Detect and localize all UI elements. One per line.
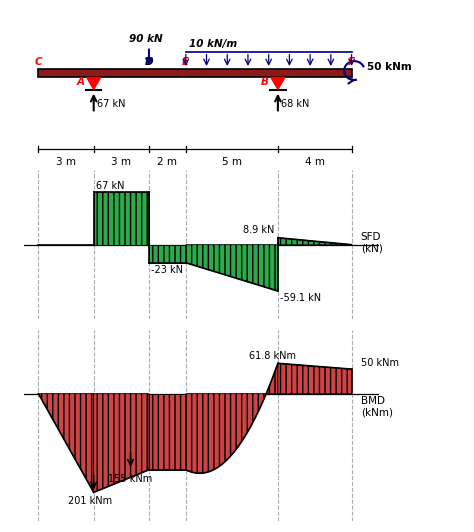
Polygon shape [186, 363, 278, 473]
Polygon shape [186, 245, 278, 291]
Text: E: E [182, 57, 189, 68]
Text: 61.8 kNm: 61.8 kNm [249, 351, 296, 361]
Text: 67 kN: 67 kN [97, 99, 126, 109]
Polygon shape [94, 192, 149, 245]
Text: 155 kNm: 155 kNm [109, 473, 153, 484]
Text: 3 m: 3 m [111, 157, 131, 167]
Text: 201 kNm: 201 kNm [68, 496, 112, 506]
Polygon shape [149, 394, 186, 470]
Text: 67 kN: 67 kN [96, 181, 125, 190]
Polygon shape [94, 394, 149, 493]
Text: B: B [261, 77, 269, 87]
Polygon shape [87, 78, 100, 89]
Text: 8.9 kN: 8.9 kN [243, 226, 274, 235]
Polygon shape [149, 245, 186, 263]
Text: 5 m: 5 m [222, 157, 242, 167]
Text: 3 m: 3 m [56, 157, 76, 167]
Polygon shape [278, 238, 352, 245]
Polygon shape [38, 394, 94, 493]
FancyBboxPatch shape [38, 69, 352, 78]
Text: 50 kNm: 50 kNm [367, 62, 412, 72]
Text: C: C [35, 57, 42, 68]
Text: 68 kN: 68 kN [281, 99, 310, 109]
Text: 2 m: 2 m [157, 157, 177, 167]
Polygon shape [278, 363, 352, 394]
Text: BMD
(kNm): BMD (kNm) [361, 396, 393, 418]
Text: 50 kNm: 50 kNm [361, 358, 399, 368]
Text: -23 kN: -23 kN [151, 265, 183, 275]
Text: -59.1 kN: -59.1 kN [280, 294, 321, 303]
Text: A: A [76, 77, 84, 87]
Text: 4 m: 4 m [305, 157, 325, 167]
Text: F: F [348, 57, 355, 68]
Text: 10 kN/m: 10 kN/m [190, 39, 237, 49]
Polygon shape [271, 78, 285, 89]
Text: D: D [145, 57, 153, 68]
Text: 90 kN: 90 kN [129, 34, 162, 44]
Text: SFD
(kN): SFD (kN) [361, 232, 383, 254]
